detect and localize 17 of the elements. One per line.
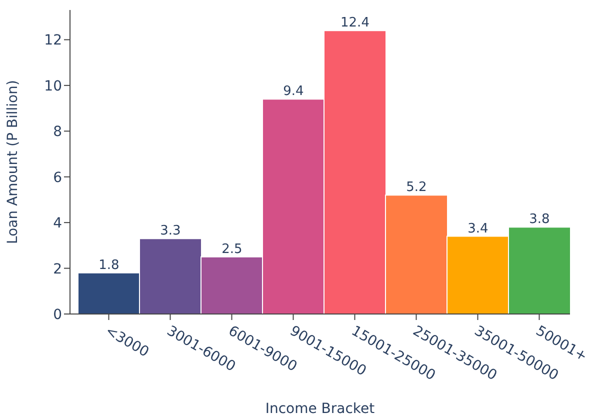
data-label: 2.5 [222,242,242,257]
data-label: 9.4 [283,84,304,100]
y-tick-label: 10 [44,78,62,94]
y-tick-label: 6 [53,170,62,186]
data-label: 5.2 [406,180,427,196]
y-tick-label: 4 [53,216,62,232]
data-label: 1.8 [98,258,120,273]
data-label: 3.8 [529,212,550,228]
y-tick-label: 8 [53,124,62,140]
data-label: 3.4 [468,221,488,236]
y-tick-label: 12 [44,32,62,49]
y-axis-title: Loan Amount (P Billion) [4,80,21,244]
data-label: 12.4 [340,16,370,31]
data-label: 3.3 [160,224,181,239]
y-tick-label: 2 [53,261,62,278]
x-axis-title: Income Bracket [265,401,376,417]
y-tick-label: 0 [53,306,62,323]
